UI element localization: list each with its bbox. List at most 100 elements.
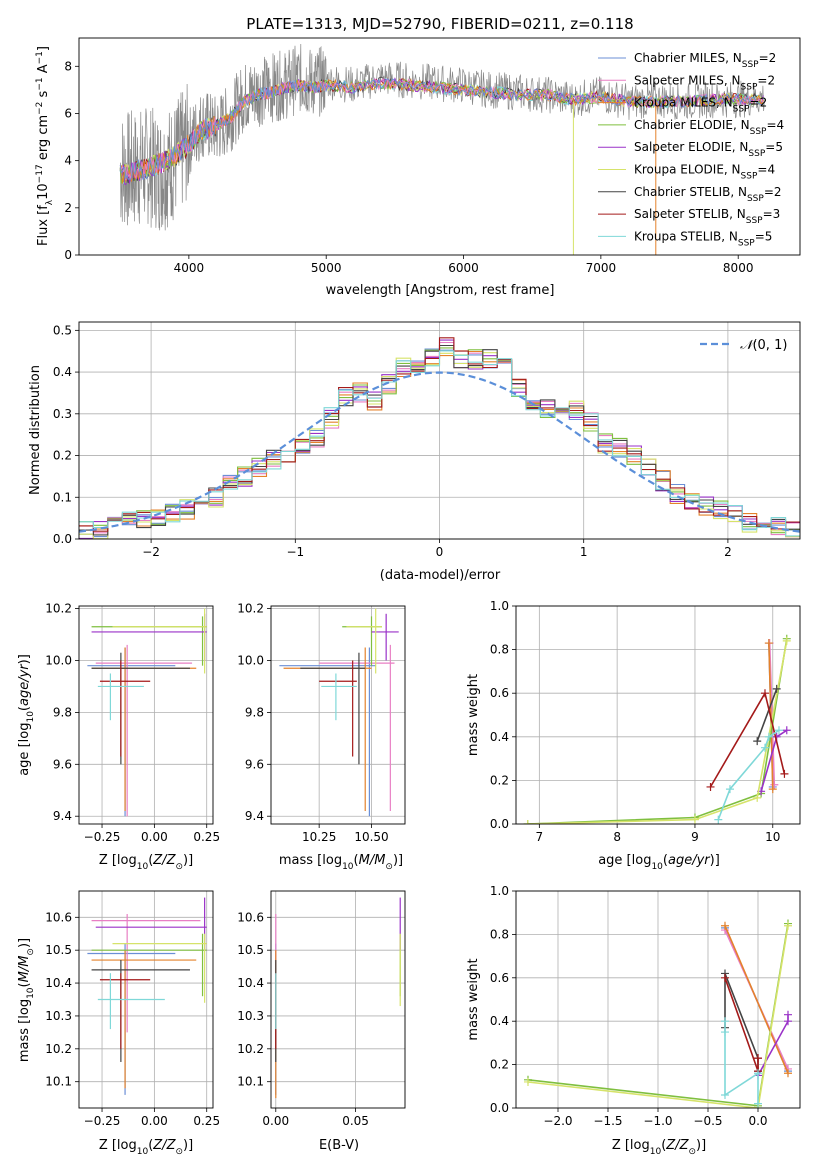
y-tick-label: 10.0 [45,654,72,668]
mass-vs-Z-plot-area [87,897,207,1095]
x-tick-label: 5000 [311,261,342,275]
y-tick-label: 0 [64,248,72,262]
weight-marker-kroupa_stelib [721,1028,729,1037]
weight-marker-salpeter_miles [770,780,779,789]
weight-marker-salpeter_stelib [721,973,729,982]
x-tick-label: 0.25 [193,830,220,844]
y-tick-label: 10.5 [45,943,72,957]
y-tick-label: 10.6 [237,910,264,924]
x-tick-label: 0.05 [342,1114,369,1128]
x-tick-label: 0.00 [262,1114,289,1128]
weight-line-salpeter_elodie [757,1014,789,1076]
weight-marker-kroupa_stelib [721,1017,729,1026]
weight-line-kroupa_elodie [527,925,789,1108]
age-vs-Z-axes [75,606,213,828]
residuals-frame [78,321,801,540]
age-vs-mass-frame [270,605,406,825]
y-tick-label: 0.0 [490,817,509,831]
x-tick-label: −0.25 [84,830,121,844]
x-tick-label: 8000 [723,261,754,275]
legend-label-kroupa_stelib: Kroupa STELIB, NSSP=5 [634,229,772,248]
x-tick-label: 6000 [448,261,479,275]
y-tick-label: 9.6 [53,757,72,771]
age-vs-mass-plot-area [279,608,399,817]
weightZ-xlabel: Z [log10(Z/Z⊙)] [612,1138,706,1157]
weight-line-kroupa_miles [724,925,789,1074]
y-tick-label: 10.5 [237,943,264,957]
y-tick-label: 0.8 [490,927,509,941]
x-tick-label: 10.25 [302,830,336,844]
figure-title: PLATE=1313, MJD=52790, FIBERID=0211, z=0… [246,15,633,33]
spectrum-xlabel: wavelength [Angstrom, rest frame] [326,283,555,298]
weight-marker-kroupa_stelib [714,815,723,824]
x-tick-label: 8 [613,830,621,844]
weight-vs-age-plot-area [523,634,791,824]
weight-marker-kroupa_stelib [721,1090,729,1099]
y-tick-label: 4 [64,154,72,168]
mass-vs-ebv-axes [267,891,405,1112]
y-tick-label: 9.8 [53,705,72,719]
y-tick-label: 8 [64,59,72,73]
massZ-ylabel: mass [log10(M/M⊙)] [17,938,36,1062]
weight-marker-salpeter_stelib [780,769,789,778]
weight-vs-Z-plot-area [524,919,792,1108]
weight-marker-kroupa_stelib [725,785,734,794]
x-tick-label: 0.0 [748,1114,767,1128]
y-tick-label: 9.4 [245,809,264,823]
age-vs-Z-plot-area [87,608,207,817]
weight-marker-kroupa_stelib [760,743,769,752]
weight-marker-salpeter_stelib [754,1054,762,1063]
spectrum-axes [75,65,739,259]
y-tick-label: 0.6 [490,686,509,700]
legend-label-kroupa_elodie: Kroupa ELODIE, NSSP=4 [634,163,775,182]
weight-marker-kroupa_elodie [690,815,699,824]
legend-label-chabrier_stelib: Chabrier STELIB, NSSP=2 [634,185,782,204]
y-tick-label: 10.2 [45,602,72,616]
weight-vs-age-frame [515,605,801,825]
y-tick-label: 10.2 [237,1042,264,1056]
mass-vs-ebv-frame [270,890,406,1109]
x-tick-label: −1 [286,545,304,559]
mass-vs-Z-axes [75,891,213,1112]
y-tick-label: 0.0 [490,1101,509,1115]
y-tick-label: 0.2 [490,1058,509,1072]
y-tick-label: 0.5 [53,323,72,337]
weight-marker-chabrier_stelib [753,737,762,746]
y-tick-label: 10.6 [45,910,72,924]
model-chabrier_miles [119,78,764,181]
weight-marker-kroupa_stelib [754,1069,762,1078]
y-tick-label: 0.4 [490,1014,509,1028]
weight-marker-chabrier_stelib [772,684,781,693]
y-tick-label: 10.3 [45,1009,72,1023]
weight-marker-salpeter_stelib [760,689,769,698]
y-tick-label: 10.2 [237,602,264,616]
normal-curve [79,371,800,533]
ageZ-xlabel: Z [log10(Z/Z⊙)] [99,853,193,872]
weight-line-kroupa_elodie [527,640,788,824]
legend-label-chabrier_miles: Chabrier MILES, NSSP=2 [634,51,776,70]
legend-label-salpeter_miles: Salpeter MILES, NSSP=2 [634,73,775,92]
y-tick-label: 0.6 [490,971,509,985]
weight-marker-kroupa_elodie [784,921,792,930]
ageZ-ylabel: age [log10(age/yr)] [17,654,36,776]
weight-line-salpeter_miles [768,643,776,785]
x-tick-label: 0 [436,545,444,559]
x-tick-label: −0.25 [84,1114,121,1128]
y-tick-label: 0.3 [53,407,72,421]
legend-label-salpeter_stelib: Salpeter STELIB, NSSP=3 [634,207,780,226]
y-tick-label: 0.2 [53,449,72,463]
x-tick-label: −0.5 [693,1114,722,1128]
weight-marker-kroupa_stelib [774,726,783,735]
weight-line-kroupa_stelib [724,1021,759,1104]
x-tick-label: 0.25 [193,1114,220,1128]
legend-label-salpeter_elodie: Salpeter ELODIE, NSSP=5 [634,140,783,159]
weight-marker-kroupa_miles [784,1069,792,1078]
mass-vs-ebv-plot-area [275,897,401,1099]
normal-legend-label: 𝒩(0, 1) [740,338,787,353]
legend-label-kroupa_miles: Kroupa MILES, NSSP=2 [634,96,767,115]
x-tick-label: 0.00 [141,1114,168,1128]
weight-marker-kroupa_miles [768,785,777,794]
x-tick-label: −1.0 [643,1114,672,1128]
y-tick-label: 10.3 [237,1009,264,1023]
